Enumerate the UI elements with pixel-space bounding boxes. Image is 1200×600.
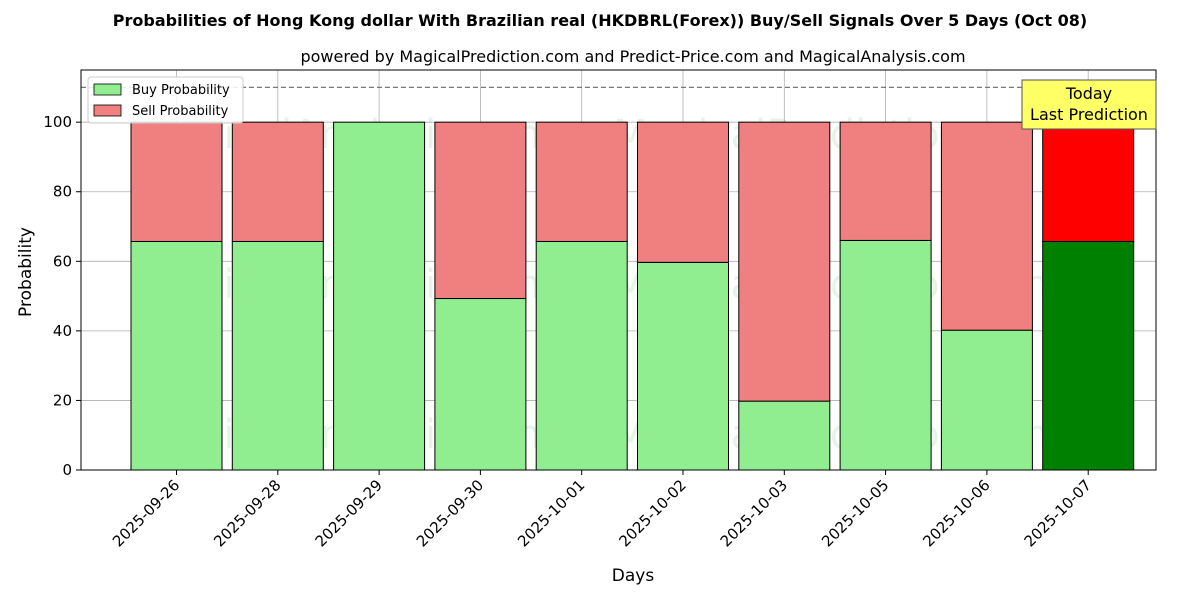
buy-bar	[333, 121, 426, 471]
legend-box	[87, 76, 244, 124]
buy-bar	[1042, 240, 1135, 471]
buy-bar	[839, 239, 932, 471]
buy-bar	[738, 400, 831, 471]
today-annotation: Today Last Prediction	[1021, 79, 1157, 130]
x-tick-label: 2025-10-02	[615, 476, 689, 550]
sell-bar	[940, 121, 1033, 331]
buy-bar	[231, 240, 324, 471]
y-tick-label: 80	[53, 183, 72, 201]
legend: Buy Probability Sell Probability	[87, 76, 244, 124]
y-axis-ticks: 0 20 40 60 80 100	[43, 113, 81, 479]
x-tick-label: 2025-10-05	[818, 476, 892, 550]
chart-title: Probabilities of Hong Kong dollar With B…	[113, 11, 1087, 30]
x-tick-label: 2025-10-07	[1021, 476, 1095, 550]
sell-bar	[637, 121, 729, 263]
x-axis-ticks: 2025-09-26 2025-09-28 2025-09-29 2025-09-30…	[109, 470, 1095, 550]
legend-label: Buy Probability	[132, 83, 230, 98]
x-tick-label: 2025-09-28	[210, 476, 284, 550]
plot-frame	[80, 69, 1157, 471]
y-tick-label: 40	[53, 322, 72, 340]
y-tick-label: 0	[62, 461, 72, 479]
buy-bar	[434, 298, 527, 471]
x-tick-label: 2025-10-06	[919, 476, 993, 550]
annotation-line-1: Today	[1065, 84, 1112, 103]
annotation-box	[1021, 79, 1157, 130]
x-tick-label: 2025-10-03	[717, 476, 791, 550]
y-tick-label: 100	[43, 113, 72, 131]
chart-subtitle: powered by MagicalPrediction.com and Pre…	[300, 47, 965, 66]
y-tick-label: 20	[53, 391, 72, 409]
legend-swatch	[93, 104, 122, 117]
y-tick-label: 60	[53, 252, 72, 270]
x-tick-label: 2025-09-30	[413, 476, 487, 550]
buy-bar	[130, 240, 223, 471]
sell-bar	[738, 121, 831, 402]
sell-bar	[535, 121, 628, 242]
sell-bar	[1042, 121, 1135, 242]
legend-label: Sell Probability	[132, 104, 229, 119]
sell-bar	[130, 121, 223, 242]
buy-bar	[940, 329, 1033, 471]
y-axis-label: Probability	[16, 227, 36, 317]
x-axis-label: Days	[612, 566, 655, 586]
sell-bar	[434, 121, 527, 300]
x-tick-label: 2025-09-29	[312, 476, 386, 550]
sell-bar	[231, 121, 324, 242]
sell-bar	[839, 121, 932, 241]
annotation-line-2: Last Prediction	[1030, 105, 1148, 124]
x-tick-label: 2025-09-26	[109, 476, 183, 550]
buy-bar	[535, 240, 628, 471]
bars	[130, 121, 1135, 471]
x-tick-label: 2025-10-01	[514, 476, 588, 550]
buy-bar	[637, 261, 729, 471]
legend-swatch	[93, 83, 122, 96]
